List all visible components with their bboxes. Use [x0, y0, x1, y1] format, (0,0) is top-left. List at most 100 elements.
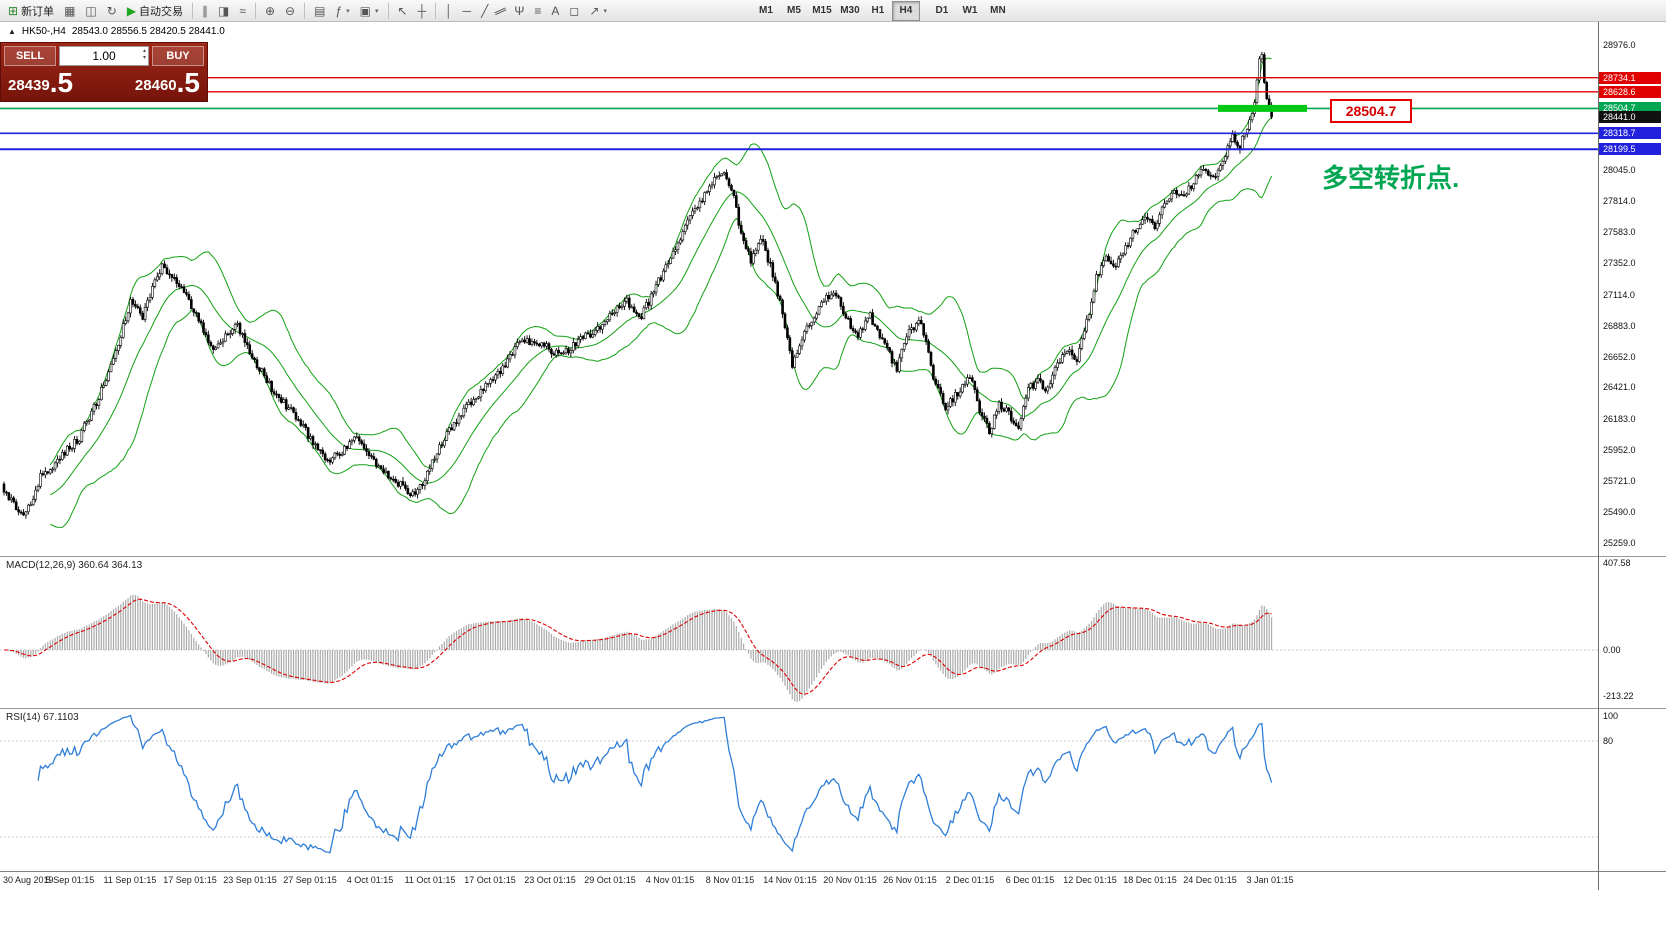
- sell-price-main: 28439: [8, 76, 50, 94]
- arrow-objects-caret-icon: ▾: [603, 7, 607, 15]
- scale-divider: [1598, 22, 1599, 890]
- time-axis-label: 23 Sep 01:15: [223, 875, 277, 885]
- price-scale-label: 27814.0: [1603, 195, 1636, 206]
- arrow-objects-button[interactable]: ↗ ▾: [585, 1, 611, 21]
- time-axis-label: 6 Dec 01:15: [1005, 875, 1055, 885]
- buy-button[interactable]: BUY: [152, 46, 204, 66]
- crosshair-tool-icon: ┼: [417, 3, 427, 18]
- price-marker-28628.6: 28628.6: [1599, 85, 1661, 98]
- time-axis[interactable]: 30 Aug 2019 5 Sep 01:15 11 Sep 01:15 17 Sep…: [0, 872, 1666, 890]
- cursor-tool-icon: ↖: [397, 3, 408, 18]
- price-scale-label: 25490.0: [1603, 507, 1636, 518]
- price-tag-object[interactable]: 28504.7: [1330, 99, 1412, 123]
- text-tool-button[interactable]: A: [547, 1, 563, 21]
- lot-down-icon[interactable]: ▾: [142, 54, 146, 61]
- vertical-line-tool-button[interactable]: │: [441, 1, 457, 21]
- lot-stepper[interactable]: ▴ ▾: [143, 48, 146, 62]
- time-axis-label: 8 Nov 01:15: [705, 875, 755, 885]
- buy-price: 28460 .5: [135, 69, 200, 97]
- autotrading-label: 自动交易: [139, 5, 184, 18]
- price-scale-label: 27352.0: [1603, 257, 1636, 268]
- timeframe-m30-button[interactable]: M30: [840, 5, 860, 16]
- toolbar-separator: [254, 2, 256, 19]
- autotrading-icon: ▶: [126, 3, 137, 18]
- templates-button[interactable]: ▣ ▾: [356, 1, 383, 21]
- timeframe-m1-button[interactable]: M1: [759, 5, 773, 16]
- sell-price-big: .5: [49, 67, 74, 98]
- indicators-caret-icon: ▾: [346, 7, 350, 15]
- time-axis-label: 17 Sep 01:15: [163, 875, 217, 885]
- zoom-in-icon: ⊕: [264, 3, 276, 18]
- time-axis-label: 2 Dec 01:15: [945, 875, 995, 885]
- price-scale-label: 26883.0: [1603, 320, 1636, 331]
- panel-divider[interactable]: [0, 708, 1666, 709]
- trade-panel-toggle-icon[interactable]: ▲: [8, 27, 16, 36]
- autotrading-button[interactable]: ▶ 自动交易: [123, 1, 187, 21]
- zoom-out-icon: ⊖: [285, 3, 296, 18]
- line-chart-mode-button[interactable]: ≈: [235, 1, 250, 21]
- fibonacci-tool-icon: ≡: [534, 3, 542, 18]
- ohlc-label: 28543.0 28556.5 28420.5 28441.0: [71, 26, 225, 37]
- rsi-label: RSI(14) 67.1103: [6, 712, 79, 723]
- sell-button[interactable]: SELL: [4, 46, 56, 66]
- time-axis-label: 18 Dec 01:15: [1123, 875, 1177, 885]
- refresh-button[interactable]: ↻: [103, 1, 121, 21]
- horizontal-line-tool-button[interactable]: ─: [459, 1, 476, 21]
- templates-caret-icon: ▾: [375, 7, 379, 15]
- annotation-text-object[interactable]: 多空转折点.: [1322, 163, 1460, 193]
- pitchfork-tool-button[interactable]: Ψ: [510, 1, 528, 21]
- timeframe-h4-button[interactable]: H4: [891, 0, 920, 21]
- toolbar-separator: [304, 2, 306, 19]
- time-axis-label: 12 Dec 01:15: [1063, 875, 1117, 885]
- time-axis-label: 11 Oct 01:15: [404, 875, 456, 885]
- zoom-in-button[interactable]: ⊕: [261, 1, 279, 21]
- lot-up-icon[interactable]: ▴: [142, 48, 146, 54]
- time-axis-label: 17 Oct 01:15: [464, 875, 516, 885]
- indicators-button[interactable]: ƒ ▾: [331, 1, 353, 21]
- arrow-objects-icon: ↗: [589, 3, 600, 18]
- price-scale[interactable]: 28976.0 28045.0 27814.0 27583.0 27352.0 27114…: [1599, 22, 1666, 890]
- time-axis-label: 14 Nov 01:15: [763, 875, 817, 885]
- chart-window-button[interactable]: ▦: [60, 1, 79, 21]
- bar-chart-mode-icon: ∥: [202, 3, 209, 18]
- new-order-button[interactable]: ⊞ 新订单: [4, 1, 58, 21]
- toolbar: ⊞ 新订单 ▦ ◫ ↻ ▶ 自动交易 ∥ ◨ ≈ ⊕ ⊖ ▤ ƒ ▾ ▣ ▾ ↖ ┼ │ ─ ╱ ∥ Ψ ≡ A ◻ ↗ ▾ M1 M5 M1…: [0, 0, 1666, 22]
- price-scale-label: 26421.0: [1603, 382, 1636, 393]
- indicators-icon: ƒ: [335, 3, 343, 18]
- refresh-icon: ↻: [106, 3, 117, 18]
- chart-area[interactable]: [0, 22, 1598, 871]
- price-scale-label: 26183.0: [1603, 414, 1636, 425]
- candlestick-mode-button[interactable]: ◨: [214, 1, 233, 21]
- price-marker-28199.5: 28199.5: [1599, 143, 1661, 156]
- new-order-icon: ⊞: [8, 3, 19, 18]
- time-axis-label: 26 Nov 01:15: [883, 875, 937, 885]
- time-axis-label: 4 Nov 01:15: [645, 875, 695, 885]
- timeframe-d1-button[interactable]: D1: [935, 5, 949, 16]
- horizontal-line-tool-icon: ─: [462, 3, 472, 18]
- time-axis-label: 5 Sep 01:15: [45, 875, 95, 885]
- timeframe-m5-button[interactable]: M5: [787, 5, 801, 16]
- panel-divider[interactable]: [0, 556, 1666, 557]
- channel-tool-button[interactable]: ∥: [494, 1, 509, 21]
- crosshair-tool-button[interactable]: ┼: [414, 1, 431, 21]
- timeframe-group: M1 M5 M15 M30 H1 H4 D1 W1 MN: [752, 0, 1012, 21]
- fibonacci-tool-button[interactable]: ≡: [530, 1, 545, 21]
- timeframe-mn-button[interactable]: MN: [990, 5, 1006, 16]
- timeframe-h1-button[interactable]: H1: [871, 5, 885, 16]
- trendline-tool-button[interactable]: ╱: [477, 1, 492, 21]
- data-window-button[interactable]: ◫: [81, 1, 100, 21]
- timeframe-w1-button[interactable]: W1: [962, 5, 978, 16]
- toolbar-separator: [435, 2, 437, 19]
- bar-chart-mode-button[interactable]: ∥: [198, 1, 212, 21]
- cursor-tool-button[interactable]: ↖: [394, 1, 412, 21]
- buy-price-big: .5: [176, 67, 200, 98]
- time-axis-label: 29 Oct 01:15: [584, 875, 636, 885]
- macd-scale-label: 407.58: [1603, 558, 1631, 568]
- tile-windows-button[interactable]: ▤: [310, 1, 329, 21]
- lot-size-input[interactable]: 1.00 ▴ ▾: [59, 46, 149, 66]
- label-tool-button[interactable]: ◻: [565, 1, 583, 21]
- zoom-out-button[interactable]: ⊖: [281, 1, 299, 21]
- timeframe-m15-button[interactable]: M15: [812, 5, 832, 16]
- data-window-icon: ◫: [85, 3, 97, 18]
- time-axis-label: 23 Oct 01:15: [524, 875, 576, 885]
